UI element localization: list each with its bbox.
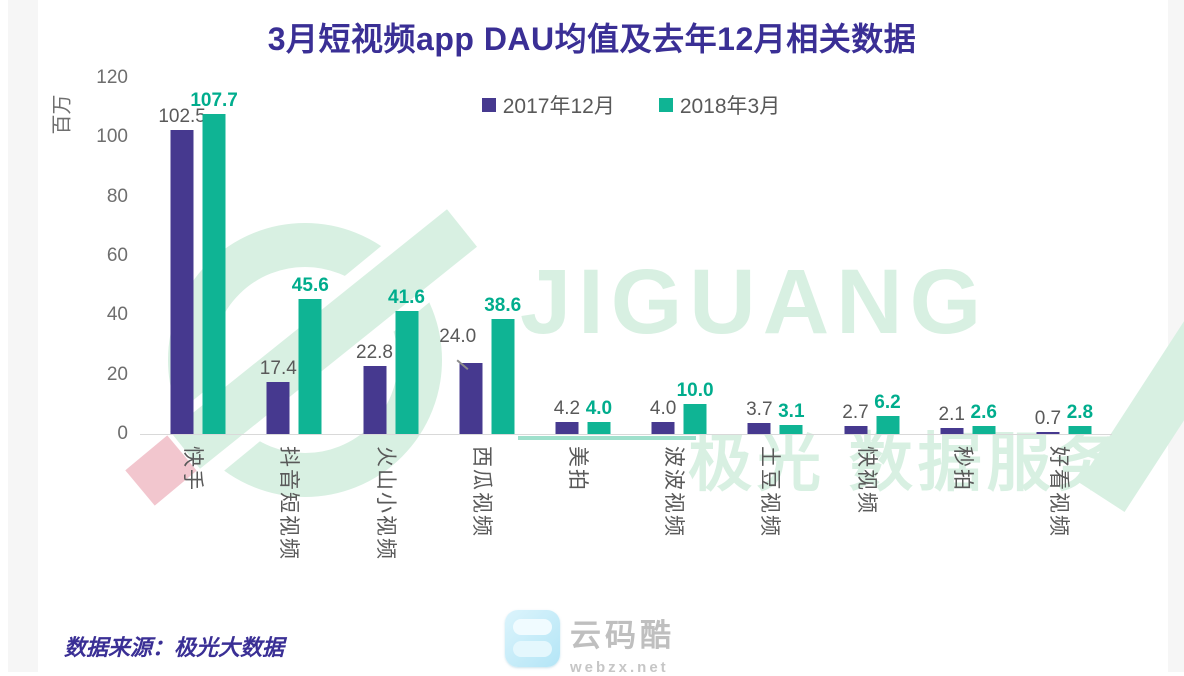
bar-2018年3月-抖音短视频[interactable] (298, 299, 322, 434)
bar-group-5: 4.0 10.0 波波视频 (649, 380, 714, 539)
bar-group-3: 24.0 38.6 西瓜视频 (439, 295, 522, 539)
footer-logo-domain: webzx.net (570, 659, 669, 676)
footer-logo: 云码酷 webzx.net (505, 610, 675, 676)
bar-2018年3月-秒拍[interactable] (972, 426, 996, 434)
y-tick-0: 0 (117, 423, 128, 444)
data-label: 102.5 (158, 106, 206, 127)
footer-logo-name: 云码酷 (570, 618, 675, 653)
legend-swatch (658, 98, 673, 112)
bar-2017年12月-西瓜视频[interactable] (459, 363, 483, 434)
data-source-note: 数据来源：极光大数据 (64, 635, 285, 660)
data-label: 6.2 (874, 392, 901, 413)
data-label: 10.0 (676, 380, 714, 401)
plot-area: 102.5 107.7 快手 17.4 45.6 抖音短视频 22.8 41.6 火山小视频 24… (150, 78, 1112, 562)
bar-group-0: 102.5 107.7 快手 (158, 90, 238, 493)
data-label: 2.1 (938, 404, 965, 425)
y-axis-ticks: 0 20 40 60 80 100 120 (60, 67, 128, 444)
legend-item-0[interactable]: 2017年12月 (481, 90, 615, 120)
legend-swatch (481, 98, 496, 112)
x-axis-baseline (140, 434, 1112, 435)
data-label: 3.1 (778, 401, 805, 422)
chart-title: 3月短视频app DAU均值及去年12月相关数据 (267, 21, 917, 57)
bar-2017年12月-快手[interactable] (170, 130, 194, 434)
data-label: 3.7 (746, 399, 773, 420)
bar-group-1: 17.4 45.6 抖音短视频 (259, 275, 329, 562)
data-label: 2.8 (1066, 402, 1094, 423)
data-label: 45.6 (291, 275, 329, 296)
data-label: 41.6 (388, 287, 425, 308)
bar-2018年3月-火山小视频[interactable] (395, 311, 418, 434)
y-tick-100: 100 (96, 126, 128, 148)
data-label: 4.0 (649, 398, 677, 419)
bar-group-8: 2.1 2.6 秒拍 (938, 402, 997, 493)
left-edge-strip (8, 0, 38, 672)
bar-2017年12月-火山小视频[interactable] (363, 366, 386, 434)
y-tick-60: 60 (106, 245, 128, 266)
y-tick-120: 120 (96, 67, 128, 88)
data-label: 2.7 (842, 402, 869, 423)
bar-group-6: 3.7 3.1 土豆视频 (746, 399, 805, 539)
bar-group-9: 0.7 2.8 好看视频 (1034, 402, 1094, 539)
bar-2017年12月-美拍[interactable] (555, 422, 579, 434)
legend-item-1[interactable]: 2018年3月 (658, 90, 781, 120)
bar-2018年3月-土豆视频[interactable] (779, 425, 803, 434)
y-tick-40: 40 (106, 304, 128, 326)
data-label: 107.7 (190, 90, 238, 111)
bar-2018年3月-好看视频[interactable] (1068, 426, 1092, 434)
data-label: 22.8 (356, 342, 393, 363)
legend: 2017年12月 2018年3月 (150, 90, 1112, 120)
y-tick-20: 20 (106, 363, 128, 385)
data-label: 38.6 (484, 295, 522, 316)
jiguang-watermark-text: JIGUANG (520, 251, 989, 353)
data-label: 4.2 (553, 398, 581, 419)
bar-group-2: 22.8 41.6 火山小视频 (356, 287, 425, 562)
bar-2018年3月-快视频[interactable] (876, 416, 900, 434)
bar-2017年12月-好看视频[interactable] (1036, 432, 1060, 434)
y-tick-80: 80 (106, 185, 128, 207)
data-label: 2.6 (970, 402, 997, 423)
data-label: 17.4 (259, 358, 297, 379)
bar-2017年12月-快视频[interactable] (844, 426, 868, 434)
jiguang-watermark-subtext: 极光 数据服务 (688, 427, 1125, 499)
data-label: 0.7 (1034, 408, 1062, 429)
legend-label: 2017年12月 (502, 95, 615, 118)
data-label: 4.0 (585, 398, 613, 419)
bar-2017年12月-秒拍[interactable] (940, 428, 964, 434)
bar-2018年3月-西瓜视频[interactable] (491, 319, 515, 434)
chat-bubbles-icon (505, 610, 560, 667)
bar-2017年12月-土豆视频[interactable] (747, 423, 771, 434)
bar-2017年12月-抖音短视频[interactable] (266, 382, 290, 434)
data-label: 24.0 (439, 326, 477, 347)
bar-2018年3月-波波视频[interactable] (683, 404, 707, 434)
bar-group-7: 2.7 6.2 快视频 (842, 392, 901, 516)
bar-2018年3月-快手[interactable] (202, 114, 226, 434)
legend-label: 2018年3月 (679, 95, 781, 118)
bar-2017年12月-波波视频[interactable] (651, 422, 675, 434)
bar-2018年3月-美拍[interactable] (587, 422, 611, 434)
watermark-underline (518, 436, 696, 440)
bar-group-4: 4.2 4.0 美拍 (553, 398, 613, 493)
